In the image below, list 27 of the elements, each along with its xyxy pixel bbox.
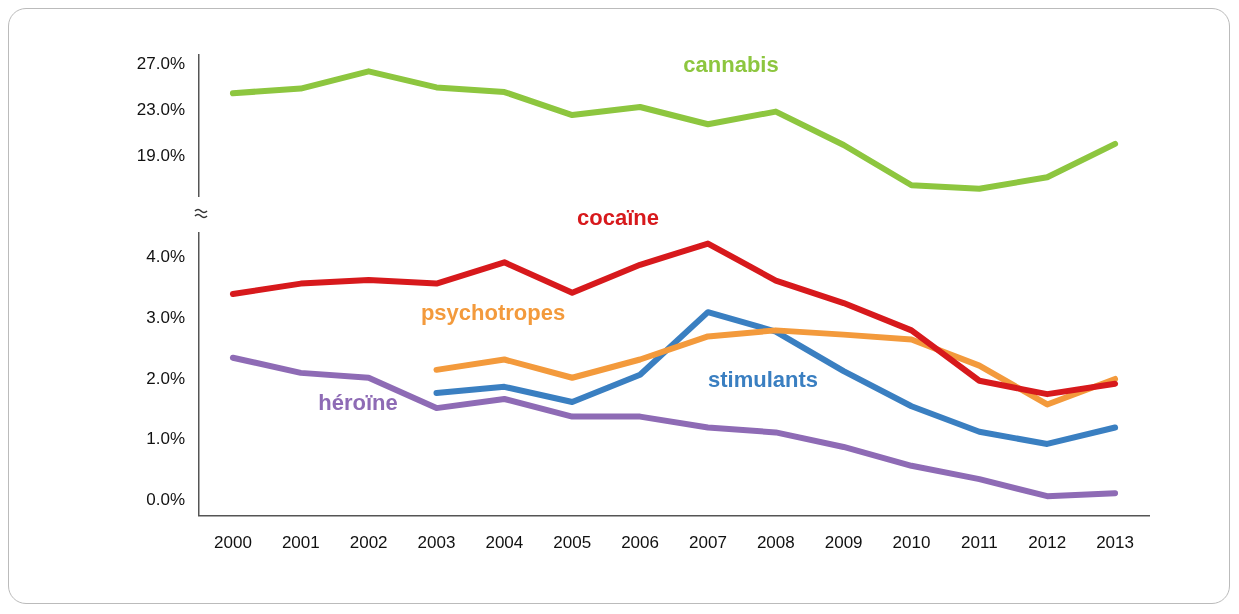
y-tick-label: 23.0%	[136, 100, 185, 120]
x-tick-label: 2009	[824, 533, 863, 553]
x-tick-label: 2000	[214, 533, 252, 553]
y-tick-label: 1.0%	[146, 429, 185, 449]
series-label: stimulants	[707, 367, 819, 393]
series-label: cocaïne	[577, 205, 659, 231]
x-tick-label: 2008	[756, 533, 795, 553]
x-tick-label: 2002	[349, 533, 388, 553]
y-tick-label: 3.0%	[146, 307, 185, 327]
x-tick-label: 2010	[892, 533, 931, 553]
y-tick-label: 4.0%	[146, 247, 185, 267]
y-tick-label: 2.0%	[146, 368, 185, 388]
x-tick-label: 2001	[281, 533, 320, 553]
series-label: héroïne	[318, 390, 398, 416]
series-label: cannabis	[683, 52, 779, 78]
x-tick-label: 2006	[621, 533, 659, 553]
x-tick-label: 2011	[961, 533, 998, 553]
x-tick-label: 2003	[417, 533, 456, 553]
x-tick-label: 2007	[689, 533, 727, 553]
y-tick-label: 19.0%	[136, 146, 185, 166]
text: psychotropes	[420, 300, 566, 326]
x-tick-label: 2005	[553, 533, 592, 553]
x-tick-label: 2013	[1096, 533, 1134, 553]
y-tick-label: 27.0%	[136, 54, 185, 74]
x-tick-label: 2012	[1028, 533, 1067, 553]
x-tick-label: 2004	[485, 533, 524, 553]
y-tick-label: 0.0%	[146, 490, 185, 510]
